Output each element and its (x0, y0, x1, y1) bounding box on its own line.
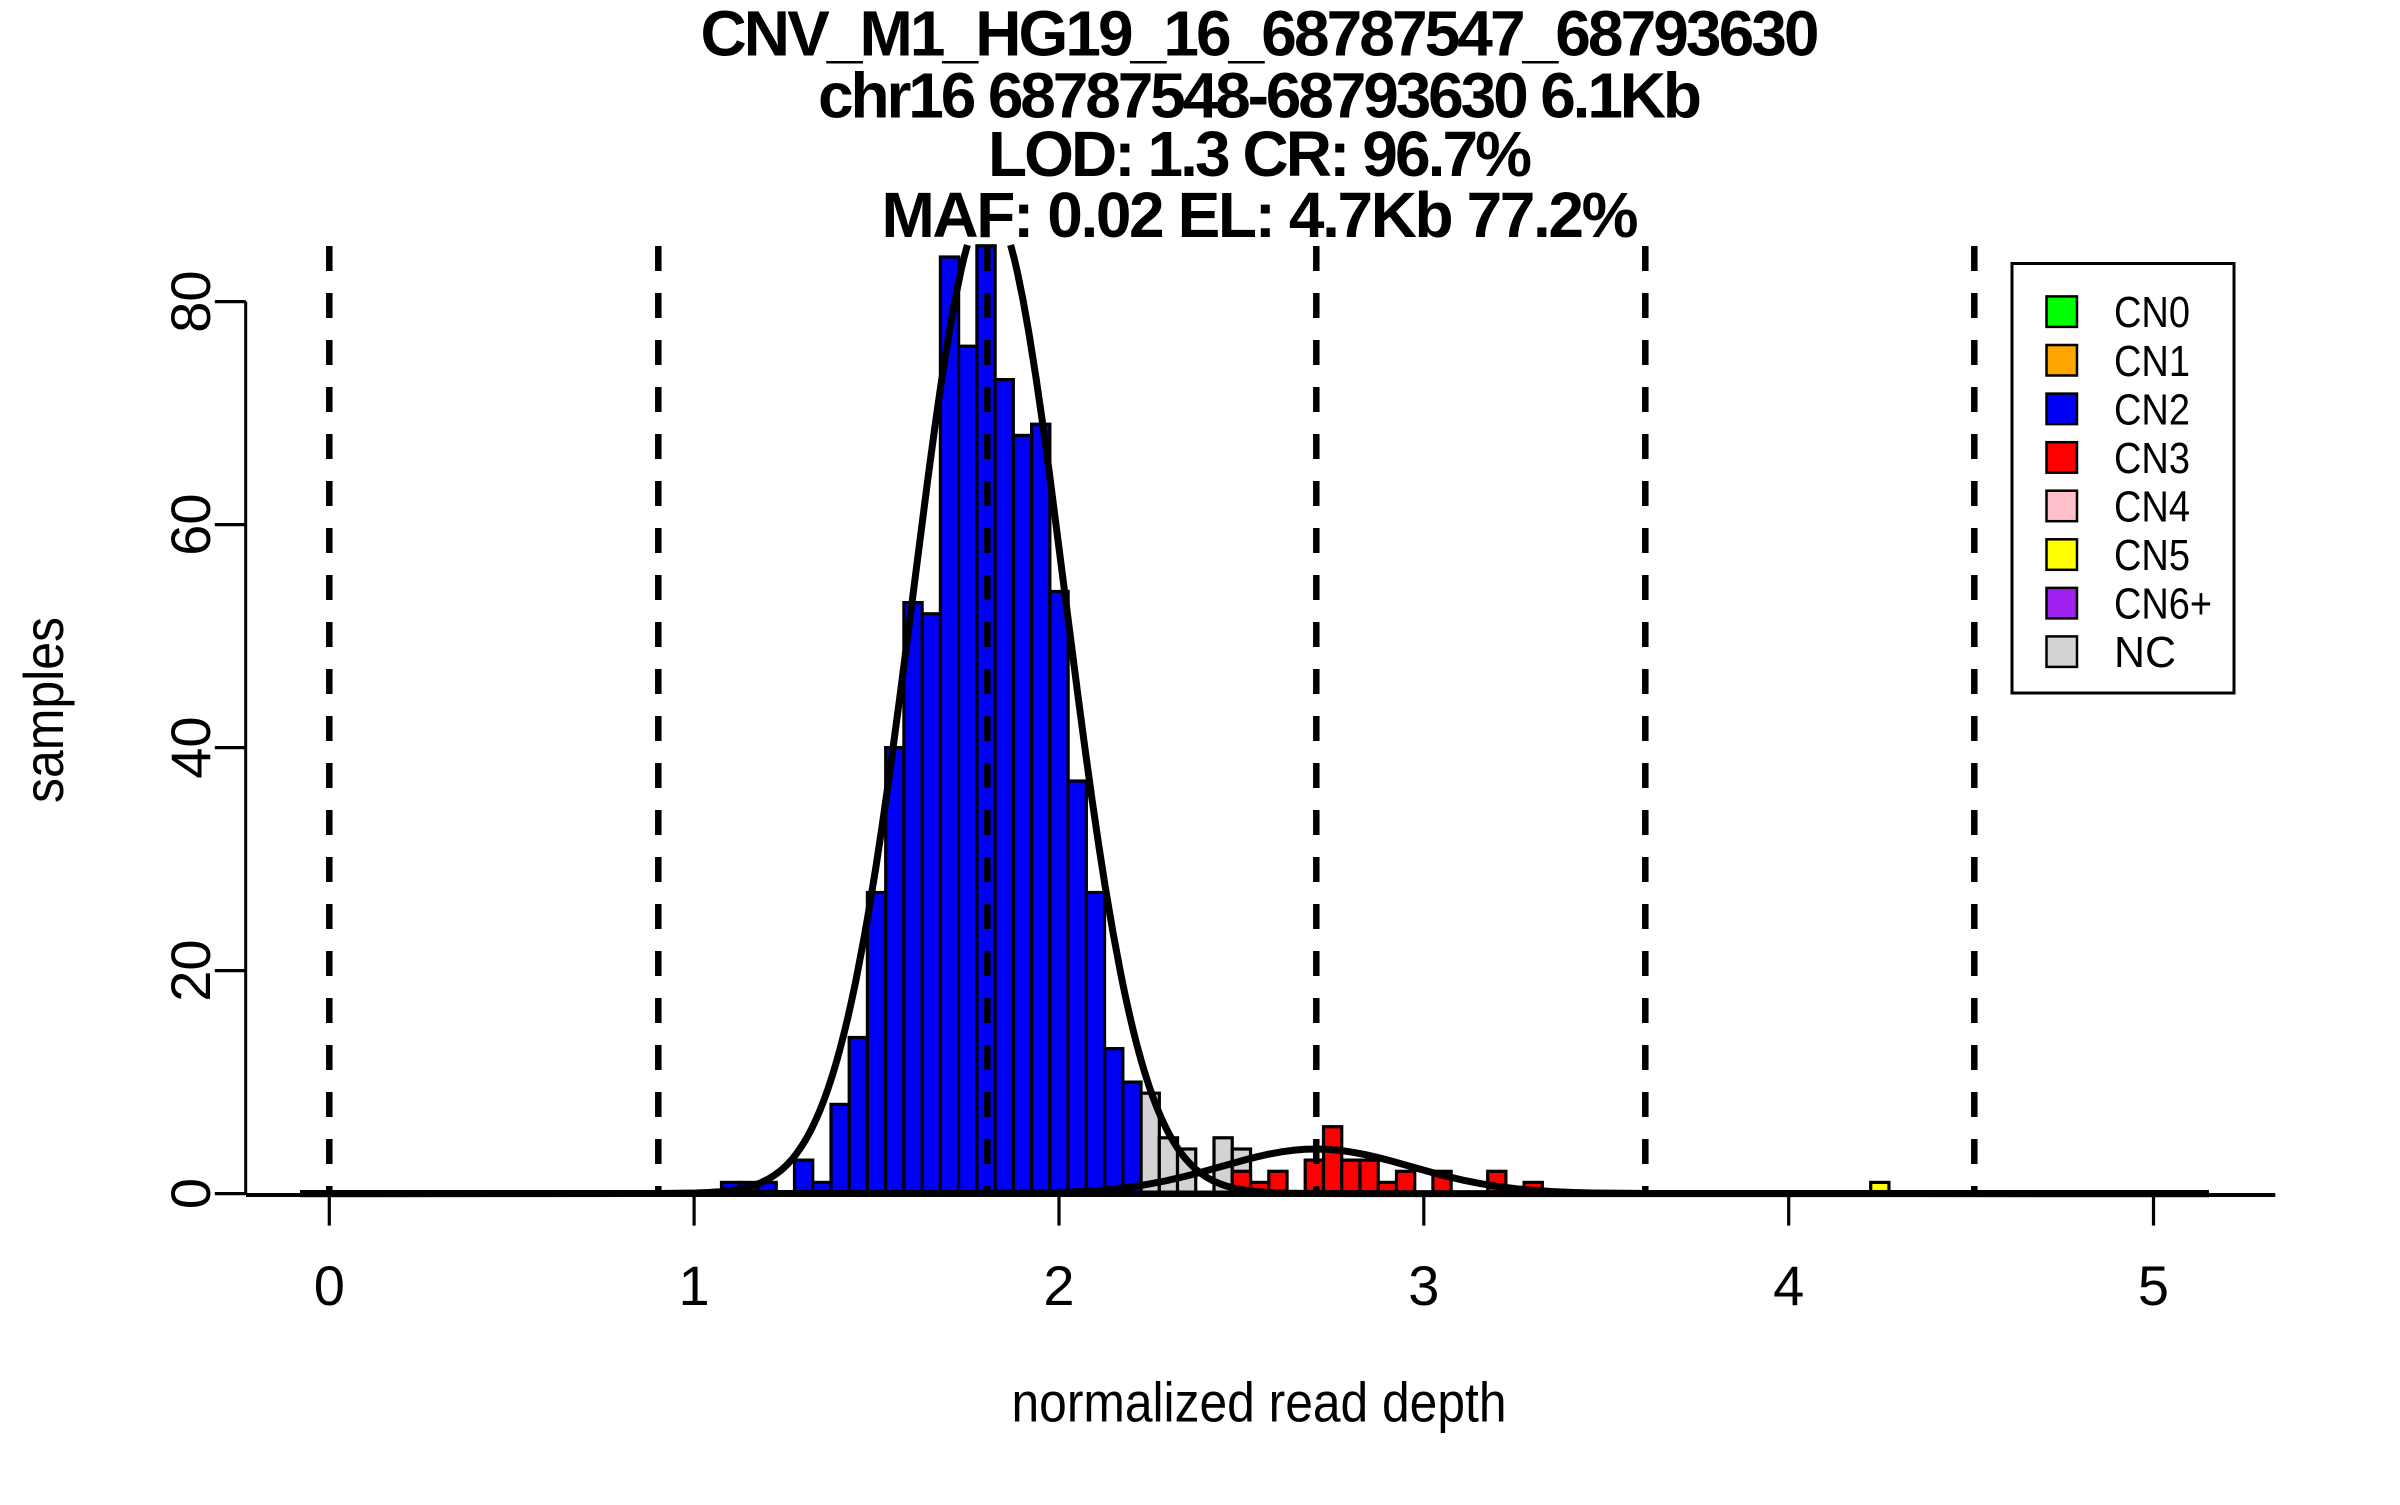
svg-text:MAF: 0.02 EL: 4.7Kb 77.2%: MAF: 0.02 EL: 4.7Kb 77.2% (882, 179, 1639, 251)
svg-text:chr16 68787548-68793630 6.1Kb: chr16 68787548-68793630 6.1Kb (818, 60, 1702, 132)
svg-text:0: 0 (314, 1254, 345, 1317)
svg-text:5: 5 (2138, 1254, 2169, 1317)
svg-text:CN5: CN5 (2114, 531, 2190, 580)
svg-text:CN0: CN0 (2114, 288, 2190, 337)
svg-text:20: 20 (159, 939, 222, 1001)
svg-text:CN4: CN4 (2114, 483, 2190, 532)
svg-text:CN6+: CN6+ (2114, 580, 2212, 629)
svg-text:60: 60 (159, 493, 222, 555)
svg-text:4: 4 (1773, 1254, 1804, 1317)
svg-text:2: 2 (1043, 1254, 1074, 1317)
svg-text:CN1: CN1 (2114, 337, 2190, 386)
svg-text:0: 0 (159, 1178, 222, 1209)
svg-text:NC: NC (2114, 628, 2176, 677)
svg-text:CN2: CN2 (2114, 385, 2190, 434)
svg-text:normalized read depth: normalized read depth (1012, 1370, 1507, 1433)
svg-text:3: 3 (1408, 1254, 1439, 1317)
svg-text:CN3: CN3 (2114, 434, 2190, 483)
svg-text:samples: samples (12, 617, 75, 803)
svg-text:LOD: 1.3 CR: 96.7%: LOD: 1.3 CR: 96.7% (988, 118, 1532, 190)
svg-text:40: 40 (159, 716, 222, 778)
svg-text:CNV_M1_HG19_16_68787547_687936: CNV_M1_HG19_16_68787547_68793630 (701, 0, 1820, 69)
svg-text:1: 1 (679, 1254, 710, 1317)
svg-text:80: 80 (159, 270, 222, 332)
